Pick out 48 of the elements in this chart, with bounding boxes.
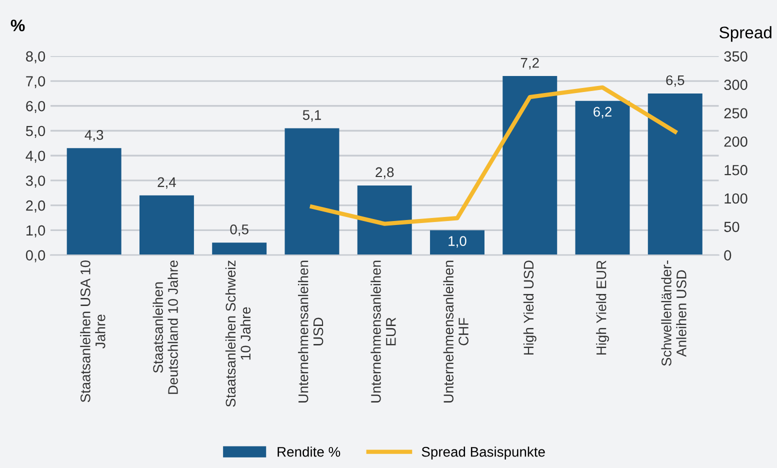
y2-axis-title: Spread <box>719 26 772 42</box>
x-tick-label: Unternehmensanleihen USD <box>298 260 324 402</box>
bar <box>430 230 484 256</box>
data-label: 6,2 <box>594 106 612 118</box>
y-tick-label: 8,0 <box>26 51 46 64</box>
y2-tick-label: 50 <box>724 222 740 232</box>
y-tick-label: 3,0 <box>26 176 46 188</box>
x-tick-label: Staatsanleihen Schweiz 10 Jahre <box>225 260 251 407</box>
x-tick-label: Staatsanleihen Deutschland 10 Jahre <box>152 260 178 394</box>
y2-tick-label: 300 <box>724 80 748 90</box>
x-tick-label: High Yield EUR <box>596 260 609 355</box>
legend-label: Spread Basispunkte <box>422 446 545 460</box>
y-axis-title: % <box>10 20 25 32</box>
x-tick-label: Unternehmensanleihen CHF <box>443 260 468 402</box>
y-tick-label: 6,0 <box>26 100 46 114</box>
bar <box>66 148 122 256</box>
y2-tick-label: 100 <box>724 193 748 204</box>
y-tick-label: 7,0 <box>26 76 46 88</box>
data-label: 7,2 <box>520 58 539 70</box>
x-tick-label: Staatsanleihen USA 10 Jahre <box>80 260 106 402</box>
legend-label: Rendite % <box>278 446 340 457</box>
bar <box>502 76 558 256</box>
data-label: 1,0 <box>448 236 466 248</box>
y2-tick-label: 200 <box>724 136 748 147</box>
bar <box>648 93 702 256</box>
y2-tick-label: 0 <box>724 250 732 260</box>
y-tick-label: 2,0 <box>26 200 46 212</box>
bar <box>357 185 412 256</box>
y2-tick-label: 250 <box>724 108 748 118</box>
x-tick-label: High Yield USD <box>523 260 536 355</box>
x-tick-label: Schwellenländer- Anleihen USD <box>661 260 686 366</box>
y2-tick-label: 150 <box>724 164 748 176</box>
bar <box>284 128 340 256</box>
bar <box>139 195 194 256</box>
data-label: 2,4 <box>158 177 176 189</box>
bar <box>212 242 267 256</box>
x-tick-label: Unternehmensanleihen EUR <box>370 260 396 402</box>
data-label: 2,8 <box>376 167 394 179</box>
y-tick-label: 0,0 <box>26 250 46 262</box>
y-tick-label: 4,0 <box>26 150 46 163</box>
data-label: 5,1 <box>302 110 321 122</box>
data-label: 0,5 <box>230 224 248 236</box>
y-tick-label: 1,0 <box>26 225 46 238</box>
data-label: 6,5 <box>666 75 684 87</box>
y-tick-label: 5,0 <box>26 126 46 138</box>
y2-tick-label: 350 <box>724 51 748 62</box>
data-label: 4,3 <box>84 130 104 142</box>
bar <box>575 100 630 256</box>
